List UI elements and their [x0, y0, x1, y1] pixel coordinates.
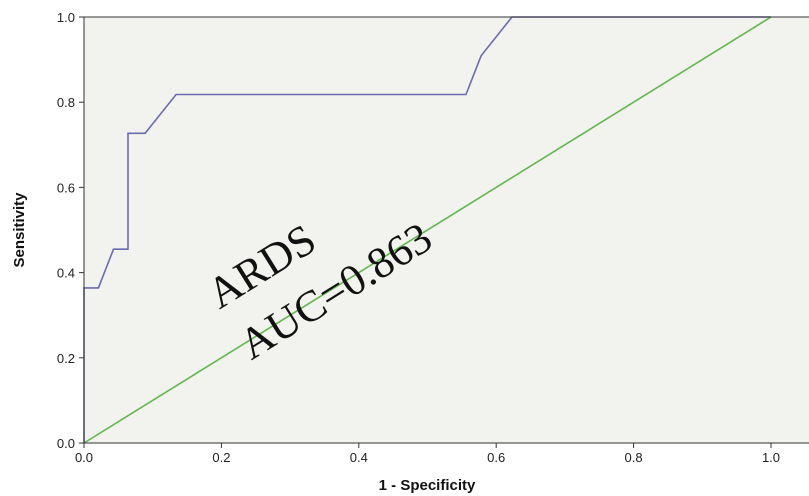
- x-tick-label: 0.6: [487, 450, 505, 465]
- x-tick-label: 0.2: [212, 450, 230, 465]
- x-tick-label: 0.8: [625, 450, 643, 465]
- x-axis-title: 1 - Specificity: [379, 477, 476, 494]
- x-tick-label: 0.4: [350, 450, 368, 465]
- y-tick-label: 0.6: [57, 180, 75, 195]
- y-tick-label: 1.0: [57, 10, 75, 25]
- reference-diagonal-line: [83, 16, 772, 444]
- y-tick-label: 0.8: [57, 95, 75, 110]
- y-tick-label: 0.0: [57, 436, 75, 451]
- x-tick-label: 0.0: [75, 450, 93, 465]
- y-tick-label: 0.2: [57, 351, 75, 366]
- axis-ticks: 0.0 0.2 0.4 0.6 0.8 1.0 0.0 0.2 0.4 0.6 0.8 1.0: [57, 10, 780, 465]
- x-tick-label: 1.0: [762, 450, 780, 465]
- series-layer: [83, 16, 772, 444]
- plot-area: [84, 17, 809, 443]
- y-axis-title: Sensitivity: [11, 192, 28, 268]
- y-tick-label: 0.4: [57, 266, 75, 281]
- roc-curve-line: [83, 16, 771, 443]
